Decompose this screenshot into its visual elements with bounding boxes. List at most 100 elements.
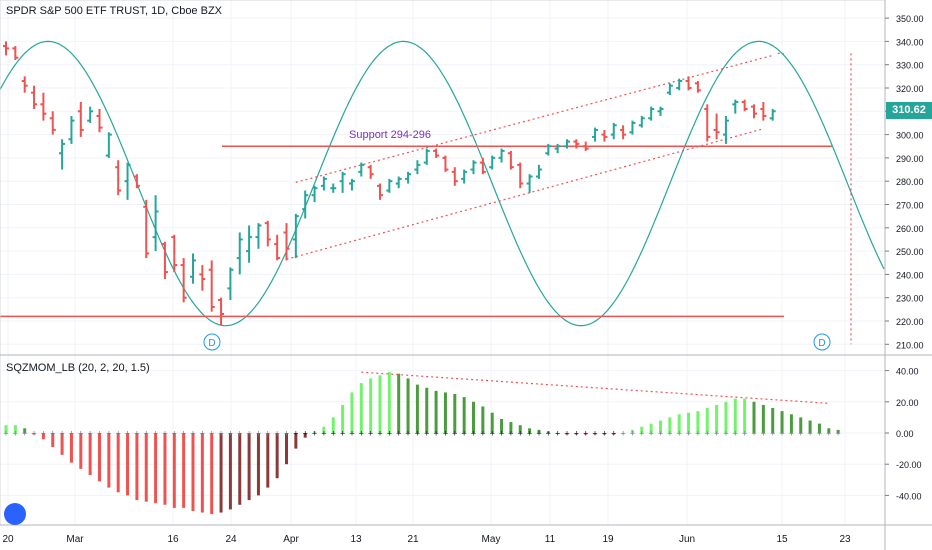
- squeeze-dot: +: [714, 429, 719, 439]
- momentum-bar: [88, 433, 92, 476]
- momentum-bar: [509, 422, 513, 433]
- ohlc-bar: [694, 81, 701, 93]
- indicator-tick-label: 0.00: [896, 429, 914, 439]
- squeeze-dot: +: [639, 429, 644, 439]
- squeeze-dot: +: [546, 429, 551, 439]
- squeeze-dot: +: [200, 429, 205, 439]
- momentum-bar: [219, 433, 223, 513]
- squeeze-dot: +: [443, 429, 448, 439]
- momentum-bar: [640, 426, 644, 433]
- ohlc-bar: [704, 104, 711, 142]
- time-tick-label: 23: [839, 534, 851, 545]
- momentum-bar: [584, 433, 588, 435]
- momentum-bar: [4, 425, 8, 433]
- ohlc-bar: [255, 223, 262, 249]
- squeeze-dot: +: [742, 429, 747, 439]
- squeeze-dot: +: [162, 429, 167, 439]
- ohlc-bar: [143, 199, 150, 259]
- squeeze-dot: +: [649, 429, 654, 439]
- support-annotation: Support 294-296: [349, 129, 431, 142]
- ohlc-bar: [395, 176, 402, 189]
- squeeze-dot: +: [490, 429, 495, 439]
- momentum-bar: [593, 433, 597, 435]
- momentum-bar: [574, 433, 578, 435]
- ohlc-bar: [769, 108, 776, 121]
- tradingview-logo-icon[interactable]: [4, 503, 26, 525]
- squeeze-dot: +: [620, 429, 625, 439]
- time-tick-label: 15: [776, 534, 788, 545]
- ohlc-bar: [218, 297, 225, 326]
- ohlc-bar: [358, 162, 365, 177]
- momentum-bar: [528, 428, 532, 433]
- trend-channel: [286, 52, 852, 345]
- momentum-bar: [836, 429, 840, 433]
- ohlc-bar: [348, 178, 355, 191]
- indicator-title: SQZMOM_LB (20, 2, 20, 1.5): [6, 362, 150, 374]
- ohlc-bar: [732, 99, 739, 114]
- time-tick-label: 24: [225, 534, 237, 545]
- ohlc-bar: [479, 157, 486, 175]
- squeeze-dot: +: [50, 429, 55, 439]
- squeeze-dot: +: [677, 429, 682, 439]
- squeeze-dot: +: [69, 429, 74, 439]
- price-tick-label: 280.00: [896, 177, 924, 187]
- ohlc-bar: [629, 120, 636, 135]
- ohlc-bar: [722, 115, 729, 144]
- ohlc-bar: [31, 85, 38, 109]
- momentum-bar: [69, 433, 73, 463]
- squeeze-dot: +: [405, 429, 410, 439]
- momentum-bar: [144, 433, 148, 502]
- squeeze-dot: +: [433, 429, 438, 439]
- squeeze-dot: +: [826, 429, 831, 439]
- squeeze-dot: +: [667, 429, 672, 439]
- momentum-bar: [705, 408, 709, 433]
- momentum-bar: [472, 401, 475, 433]
- squeeze-dot: +: [536, 429, 541, 439]
- squeeze-dot: +: [41, 429, 46, 439]
- ohlc-bar: [152, 195, 159, 252]
- momentum-bar: [126, 433, 130, 496]
- event-marker-icon: [203, 333, 221, 351]
- momentum-bar: [359, 383, 363, 433]
- price-tick-label: 340.00: [896, 37, 924, 47]
- momentum-bar: [32, 433, 36, 435]
- ohlc-bar: [405, 171, 412, 184]
- momentum-bar: [135, 433, 139, 501]
- momentum-bar: [23, 428, 27, 433]
- ohlc-bar: [339, 171, 346, 193]
- squeeze-dot: +: [218, 429, 223, 439]
- ohlc-bar: [208, 260, 215, 312]
- price-tick-label: 330.00: [896, 61, 924, 71]
- ohlc-bar: [3, 41, 9, 56]
- momentum-bar: [715, 404, 719, 433]
- momentum-bar: [443, 392, 447, 433]
- squeeze-dot: +: [331, 429, 336, 439]
- price-tick-label: 230.00: [896, 294, 924, 304]
- squeeze-dot: +: [106, 429, 111, 439]
- squeeze-dot: +: [602, 429, 607, 439]
- squeeze-dot: +: [13, 429, 18, 439]
- momentum-bar: [799, 417, 803, 433]
- squeeze-dot: +: [471, 429, 476, 439]
- ohlc-bar: [246, 225, 253, 263]
- momentum-bar: [696, 411, 700, 433]
- ohlc-bar: [283, 223, 290, 261]
- ohlc-bar: [274, 234, 281, 261]
- momentum-bar: [341, 404, 345, 433]
- ohlc-bar: [526, 174, 533, 193]
- time-tick-label: 11: [545, 534, 556, 545]
- ohlc-bar: [21, 76, 28, 93]
- squeeze-dot: +: [190, 429, 195, 439]
- squeeze-dot: +: [705, 429, 710, 439]
- ohlc-bar: [433, 148, 440, 158]
- event-marker-label: D: [818, 338, 825, 349]
- squeeze-dot: +: [424, 429, 429, 439]
- squeeze-dot: +: [209, 429, 214, 439]
- squeeze-dot: +: [733, 429, 738, 439]
- price-tick-label: 240.00: [896, 270, 924, 280]
- momentum-bar: [238, 433, 242, 505]
- squeeze-dot: +: [761, 429, 766, 439]
- squeeze-dot: +: [527, 429, 532, 439]
- momentum-bar: [350, 392, 354, 433]
- squeeze-dot: +: [630, 429, 635, 439]
